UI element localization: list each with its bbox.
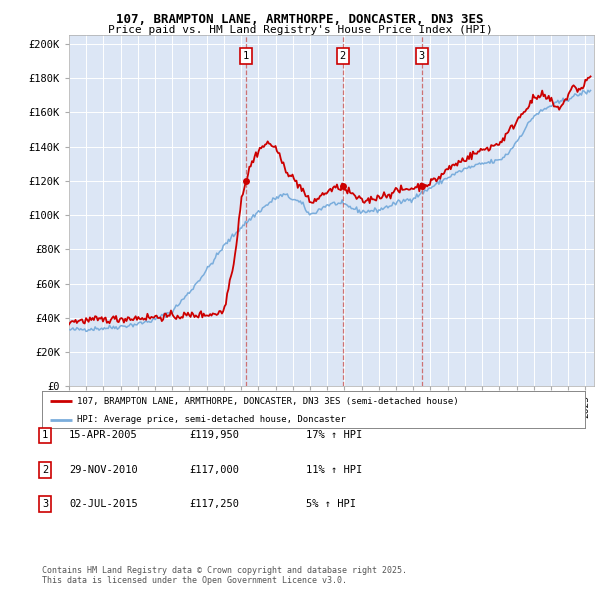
Text: 02-JUL-2015: 02-JUL-2015 <box>69 499 138 509</box>
Text: 11% ↑ HPI: 11% ↑ HPI <box>306 465 362 474</box>
Text: 29-NOV-2010: 29-NOV-2010 <box>69 465 138 474</box>
Text: 107, BRAMPTON LANE, ARMTHORPE, DONCASTER, DN3 3ES: 107, BRAMPTON LANE, ARMTHORPE, DONCASTER… <box>116 13 484 26</box>
Text: 5% ↑ HPI: 5% ↑ HPI <box>306 499 356 509</box>
Text: 15-APR-2005: 15-APR-2005 <box>69 431 138 440</box>
Text: 107, BRAMPTON LANE, ARMTHORPE, DONCASTER, DN3 3ES (semi-detached house): 107, BRAMPTON LANE, ARMTHORPE, DONCASTER… <box>77 397 459 406</box>
Text: 1: 1 <box>243 51 249 61</box>
Text: 17% ↑ HPI: 17% ↑ HPI <box>306 431 362 440</box>
Text: HPI: Average price, semi-detached house, Doncaster: HPI: Average price, semi-detached house,… <box>77 415 346 424</box>
Text: 3: 3 <box>419 51 425 61</box>
Text: 2: 2 <box>340 51 346 61</box>
Text: £117,250: £117,250 <box>189 499 239 509</box>
Text: 2: 2 <box>42 465 48 474</box>
Text: Contains HM Land Registry data © Crown copyright and database right 2025.
This d: Contains HM Land Registry data © Crown c… <box>42 566 407 585</box>
Text: £117,000: £117,000 <box>189 465 239 474</box>
Text: 1: 1 <box>42 431 48 440</box>
Text: 3: 3 <box>42 499 48 509</box>
Text: £119,950: £119,950 <box>189 431 239 440</box>
Text: Price paid vs. HM Land Registry's House Price Index (HPI): Price paid vs. HM Land Registry's House … <box>107 25 493 35</box>
